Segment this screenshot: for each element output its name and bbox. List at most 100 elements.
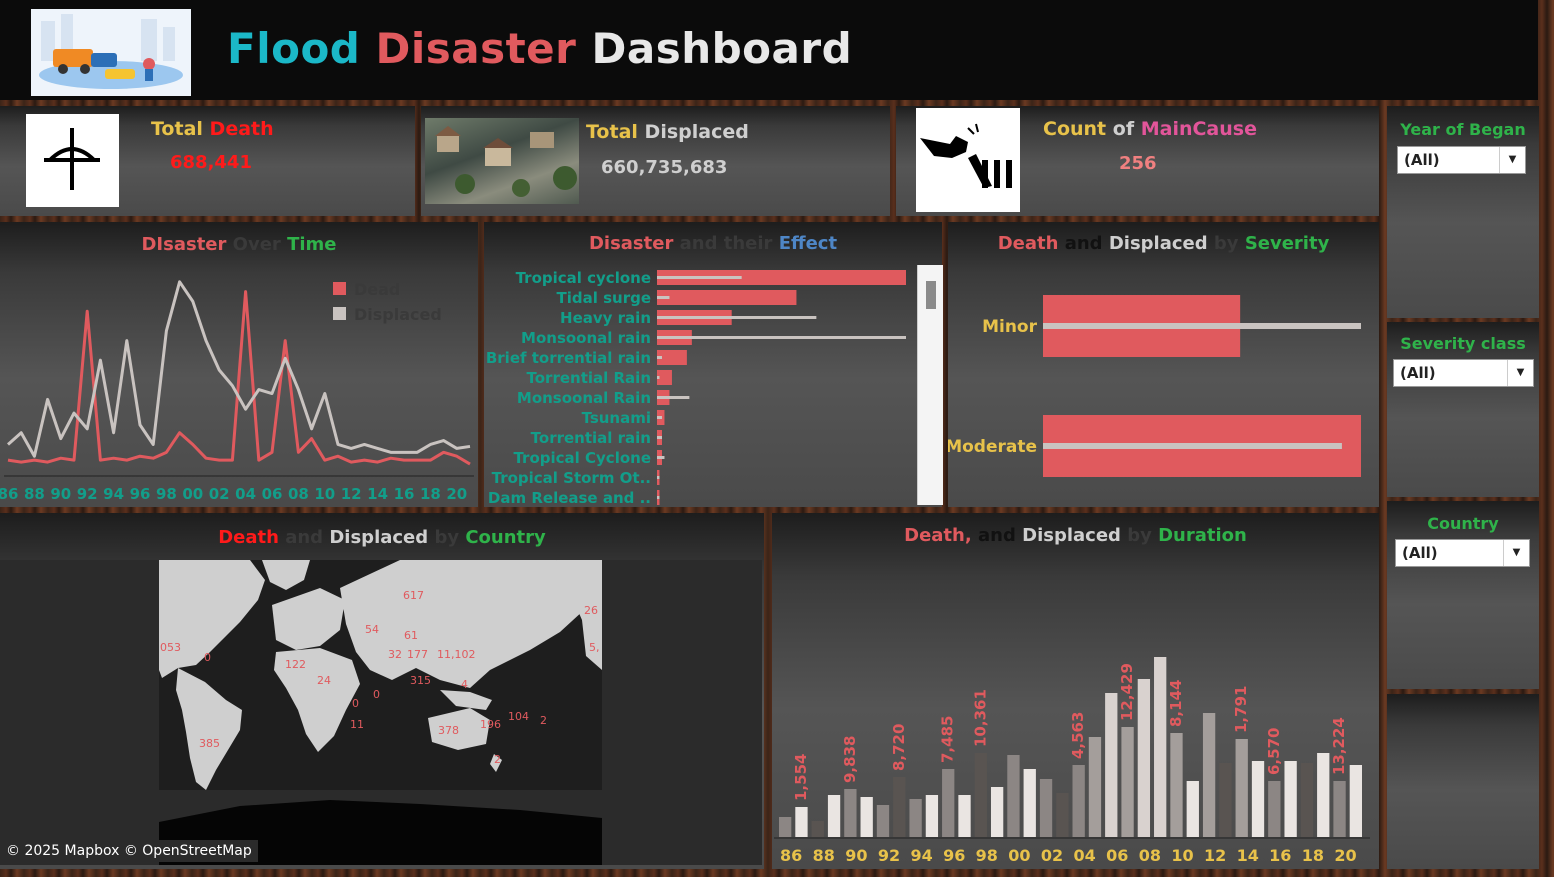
map-label[interactable]: 2 <box>540 714 547 727</box>
chevron-down-icon[interactable]: ▼ <box>1507 360 1533 386</box>
duration-bar <box>1154 657 1167 837</box>
duration-bar <box>779 817 792 837</box>
kpi-displaced-label: Total Displaced <box>586 121 749 143</box>
duration-value-label: 13,224 <box>1330 717 1348 775</box>
x-tick-label: 04 <box>1074 846 1096 865</box>
disaster-over-time-panel: DIsaster Over Time Dead Displaced 86 88 90… <box>0 222 478 507</box>
map-label[interactable]: 11 <box>350 718 364 731</box>
severity-label: Moderate <box>948 437 1037 457</box>
map-label[interactable]: 617 <box>403 589 424 602</box>
kpi-cause-value: 256 <box>1119 153 1157 174</box>
x-tick-label: 18 <box>420 485 441 503</box>
kpi-death-label: Total Death <box>151 118 274 140</box>
category-label: Tropical cyclone <box>516 269 651 287</box>
category-label: Torrential rain <box>531 429 651 447</box>
category-label: Monsoonal rain <box>521 329 651 347</box>
effect-scrollbar[interactable] <box>917 265 943 505</box>
map-label[interactable]: 61 <box>404 629 418 642</box>
duration-bar <box>1186 781 1199 837</box>
bar-displaced <box>657 456 665 459</box>
bar-displaced <box>1043 443 1342 449</box>
chevron-down-icon[interactable]: ▼ <box>1503 540 1529 566</box>
duration-value-label: 7,485 <box>939 716 957 763</box>
year-dropdown[interactable]: (All) ▼ <box>1397 146 1526 174</box>
map-label[interactable]: 315 <box>410 674 431 687</box>
severity-dropdown-value: (All) <box>1400 364 1436 382</box>
map-label[interactable]: 0 <box>204 651 211 664</box>
effect-scrollbar-thumb[interactable] <box>926 281 936 309</box>
duration-bar <box>1072 765 1085 837</box>
world-map[interactable]: 617 26 54 61 053 0 5, 32 177 11,102 122 … <box>0 560 762 865</box>
category-label: Tidal surge <box>556 289 651 307</box>
kpi-total-displaced: Total Displaced 660,735,683 <box>421 106 890 216</box>
category-label: Tropical Cyclone <box>513 449 651 467</box>
country-dropdown[interactable]: (All) ▼ <box>1395 539 1530 567</box>
legend-item-dead[interactable]: Dead <box>333 280 442 299</box>
severity-bar-chart: Minor Moderate <box>948 295 1361 477</box>
duration-bar <box>942 769 955 837</box>
duration-bar <box>844 789 857 837</box>
map-attribution[interactable]: © 2025 Mapbox © OpenStreetMap <box>0 840 258 862</box>
duration-value-label: 8,720 <box>890 724 908 771</box>
map-label[interactable]: 2 <box>494 753 501 766</box>
duration-bar <box>909 799 922 837</box>
bar-displaced <box>657 496 660 499</box>
bar-displaced <box>657 436 662 439</box>
title-word-disaster: Disaster <box>375 24 577 73</box>
kpi-count-maincause: Count of MainCause 256 <box>896 106 1379 216</box>
x-tick-label: 12 <box>341 485 362 503</box>
map-label[interactable]: 196 <box>480 718 501 731</box>
map-label[interactable]: 4 <box>461 678 468 691</box>
over-time-legend: Dead Displaced <box>333 280 442 324</box>
bar-displaced <box>657 336 906 339</box>
x-tick-label: 14 <box>367 485 388 503</box>
map-label[interactable]: 385 <box>199 737 220 750</box>
duration-bar <box>1333 781 1346 837</box>
x-tick-label: 98 <box>156 485 177 503</box>
severity-title: Death and Displaced by Severity <box>997 233 1330 254</box>
bar-displaced <box>657 396 690 399</box>
map-label[interactable]: 32 <box>388 648 402 661</box>
bar-displaced <box>657 376 660 379</box>
map-label[interactable]: 26 <box>584 604 598 617</box>
duration-bar <box>1056 793 1069 837</box>
duration-bar <box>860 797 873 837</box>
map-label[interactable]: 5, <box>589 641 600 654</box>
map-label[interactable]: 177 <box>407 648 428 661</box>
duration-bar <box>1268 781 1281 837</box>
map-label[interactable]: 24 <box>317 674 331 687</box>
duration-value-label: 10,361 <box>971 689 989 747</box>
legend-swatch-dead <box>333 282 346 295</box>
map-label[interactable]: 54 <box>365 623 379 636</box>
x-tick-label: 10 <box>1171 846 1193 865</box>
bar-dead <box>657 270 906 285</box>
severity-label: Minor <box>982 317 1038 337</box>
map-label[interactable]: 122 <box>285 658 306 671</box>
duration-bar <box>1023 769 1036 837</box>
duration-bar <box>1251 761 1265 837</box>
duration-bar <box>1284 761 1297 837</box>
category-label: Monsoonal Rain <box>517 389 651 407</box>
x-tick-label: 16 <box>1269 846 1291 865</box>
duration-bar <box>876 805 890 837</box>
map-label[interactable]: 053 <box>160 641 181 654</box>
bar-displaced <box>1043 323 1361 329</box>
category-label: Torrential Rain <box>527 369 651 387</box>
duration-bar <box>795 807 808 837</box>
map-label[interactable]: 0 <box>373 688 380 701</box>
x-tick-label: 96 <box>943 846 965 865</box>
map-label[interactable]: 378 <box>438 724 459 737</box>
x-tick-label: 86 <box>780 846 802 865</box>
severity-dropdown[interactable]: (All) ▼ <box>1393 359 1534 387</box>
chevron-down-icon[interactable]: ▼ <box>1499 147 1525 173</box>
map-label[interactable]: 0 <box>352 697 359 710</box>
x-tick-label: 08 <box>288 485 309 503</box>
x-tick-label: 20 <box>1334 846 1356 865</box>
flooded-town-photo <box>425 118 579 204</box>
legend-item-displaced[interactable]: Displaced <box>333 305 442 324</box>
duration-bar <box>827 795 841 837</box>
map-label[interactable]: 11,102 <box>437 648 476 661</box>
filter-severity-label: Severity class <box>1400 334 1526 353</box>
x-tick-label: 10 <box>314 485 335 503</box>
map-label[interactable]: 104 <box>508 710 529 723</box>
